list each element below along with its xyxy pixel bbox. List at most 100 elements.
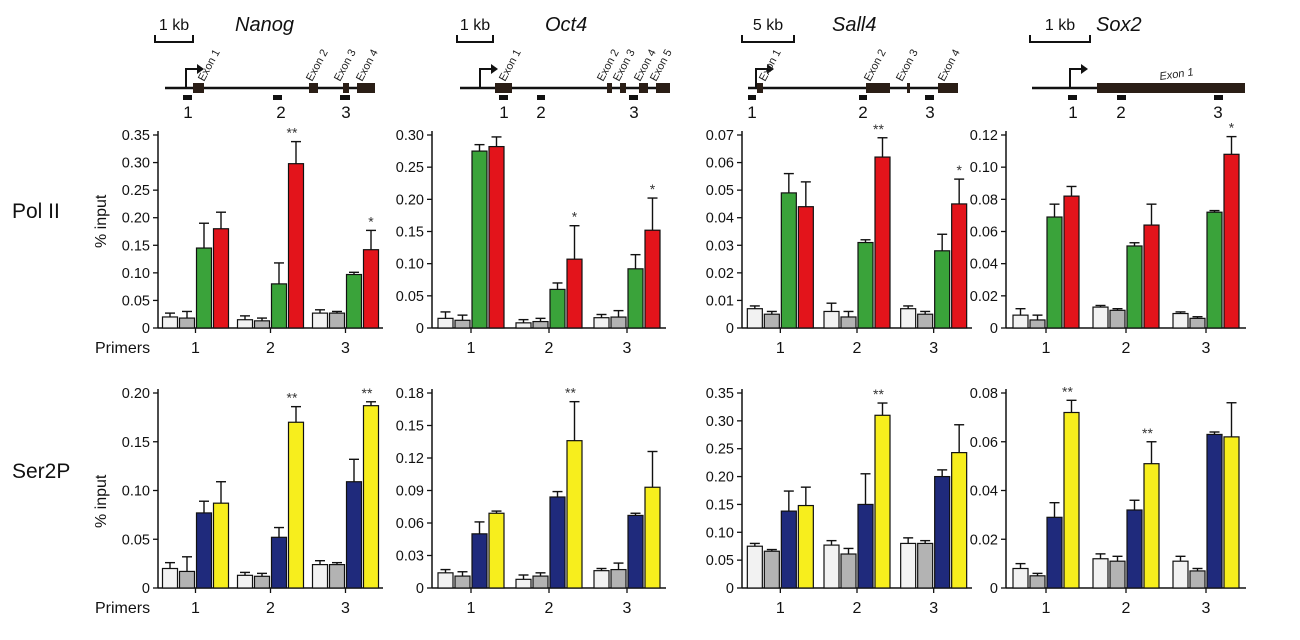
bar-gray [1029, 319, 1046, 329]
bar-green [345, 273, 363, 329]
y-tick-label: 0.04 [970, 484, 998, 500]
chart-oct4-pol-ii: 0 0.05 0.10 0.15 0.20 0.25 0.30 1 2 * 3 * [396, 128, 666, 357]
bar-white [1012, 314, 1029, 329]
primer-label: 1 [183, 103, 192, 122]
bar-white [823, 310, 840, 329]
x-tick-label: 2 [853, 600, 862, 617]
primer-marker [629, 95, 638, 100]
bar-yellow [874, 414, 891, 589]
row-label-ser2p: Ser2P [12, 460, 70, 483]
significance-marker: ** [565, 385, 576, 401]
tss-arrowhead-icon [767, 64, 774, 74]
tss-arrow-icon [185, 68, 198, 88]
bar-gray [1109, 309, 1126, 329]
bar-blue [471, 533, 488, 589]
x-tick-label: 3 [929, 340, 938, 357]
x-tick-label: 2 [1122, 340, 1131, 357]
bar-yellow [951, 452, 968, 589]
y-axis-label-bottom: % input [93, 474, 110, 528]
bar-white [746, 545, 763, 589]
y-tick-label: 0.20 [122, 211, 150, 227]
y-tick-label: 0 [142, 581, 150, 597]
x-tick-label: 1 [191, 340, 200, 357]
x-tick-label: 3 [341, 600, 350, 617]
bar-white [593, 317, 610, 329]
y-tick-label: 0.04 [970, 257, 998, 273]
bar-yellow [566, 440, 583, 589]
significance-marker: ** [287, 125, 298, 141]
primer-marker [859, 95, 867, 100]
bar-blue [934, 475, 951, 589]
gene-name: Sall4 [832, 14, 876, 36]
bar-white [1092, 558, 1109, 589]
scale-bar [1029, 35, 1091, 43]
primer-marker [1117, 95, 1126, 100]
exon-label: Exon 2 [304, 48, 331, 84]
gene-diagram-sall4: 5 kb Sall4 Exon 1 Exon 2 Exon 3 Exon 4 1 2 3 [741, 14, 963, 122]
chart-sox2-ser2p: 0 0.02 0.04 0.06 0.08 1 ** 2 ** 3 [970, 383, 1246, 617]
x-tick-label: 3 [929, 600, 938, 617]
bar-white [311, 563, 329, 589]
bar-gray [763, 550, 780, 589]
bar-yellow [797, 504, 814, 589]
bar-white [1092, 306, 1109, 329]
significance-marker: ** [873, 386, 884, 402]
bar-green [1206, 211, 1223, 329]
bar-green [1126, 245, 1143, 329]
primer-label: 2 [536, 103, 545, 122]
y-tick-label: 0.03 [396, 549, 424, 565]
y-tick-label: 0.15 [122, 238, 150, 254]
primer-label: 3 [925, 103, 934, 122]
bar-gray [532, 320, 549, 329]
tss-arrow-icon [1069, 68, 1082, 88]
bar-gray [610, 568, 627, 589]
y-tick-label: 0.02 [970, 289, 998, 305]
bar-red [212, 228, 230, 329]
significance-marker: * [956, 162, 962, 178]
y-tick-label: 0.03 [706, 238, 734, 254]
bar-gray [178, 317, 196, 329]
bar-gray [1029, 575, 1046, 589]
y-tick-label: 0.06 [970, 435, 998, 451]
exon-box [1097, 83, 1245, 93]
x-tick-label: 2 [1122, 600, 1131, 617]
primer-marker [748, 95, 756, 100]
y-tick-label: 0.02 [706, 266, 734, 282]
y-tick-label: 0 [990, 321, 998, 337]
bar-yellow [287, 421, 305, 589]
y-tick-label: 0.10 [970, 160, 998, 176]
y-axis-label-top: % input [93, 194, 110, 248]
significance-marker: * [1229, 120, 1235, 136]
row-label-pol-ii: Pol II [12, 200, 60, 223]
x-tick-label: 1 [1042, 340, 1051, 357]
y-tick-label: 0.04 [706, 211, 734, 227]
primer-label: 3 [629, 103, 638, 122]
bar-blue [780, 510, 797, 589]
bar-red [1223, 153, 1240, 329]
y-tick-label: 0.20 [122, 386, 150, 402]
chart-sall4-ser2p: 0 0.05 0.10 0.15 0.20 0.25 0.30 0.35 1 2 ** 3 [706, 386, 972, 617]
primer-marker [340, 95, 350, 100]
bar-white [593, 570, 610, 589]
y-tick-label: 0 [416, 321, 424, 337]
gene-name: Sox2 [1096, 14, 1142, 36]
bar-yellow [644, 486, 661, 589]
y-tick-label: 0.06 [706, 156, 734, 172]
exon-box [607, 83, 612, 93]
exon-label: Exon 2 [862, 48, 889, 84]
bar-white [161, 316, 179, 329]
exon-box [938, 83, 958, 93]
scale-bar [741, 35, 795, 43]
y-tick-label: 0.09 [396, 484, 424, 500]
x-tick-label: 1 [191, 600, 200, 617]
bar-yellow [1063, 411, 1080, 589]
significance-marker: ** [287, 390, 298, 406]
primer-marker [1214, 95, 1223, 100]
y-tick-label: 0.06 [970, 225, 998, 241]
bar-white [161, 567, 179, 589]
scale-bar-label: 1 kb [159, 17, 189, 34]
primer-label: 3 [341, 103, 350, 122]
bar-green [857, 241, 874, 329]
exon-box [656, 83, 670, 93]
gene-diagram-sox2: 1 kb Sox2 Exon 1 1 2 3 [1029, 14, 1245, 122]
